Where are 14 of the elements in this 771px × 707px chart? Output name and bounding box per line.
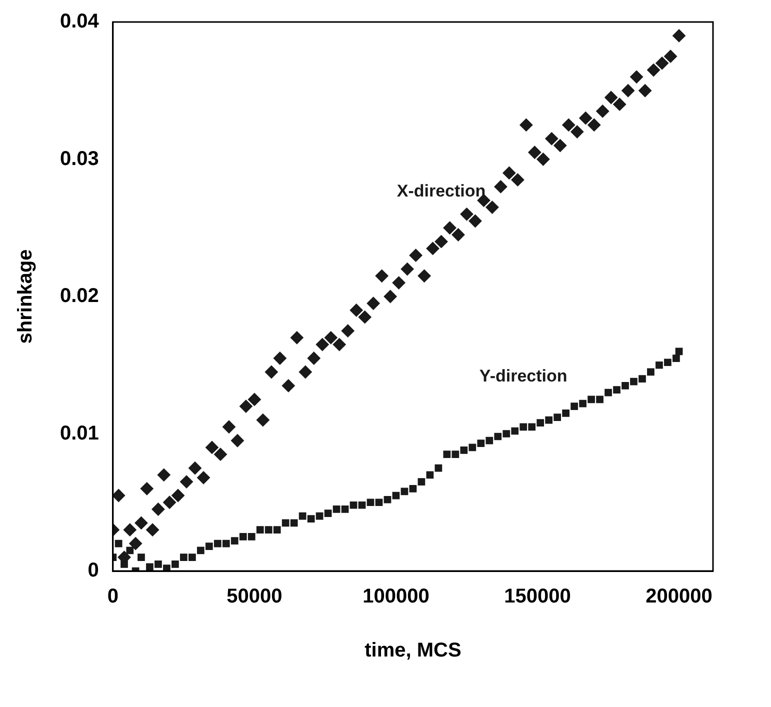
x-tick-label: 50000 bbox=[226, 586, 282, 608]
series-label: X-direction bbox=[396, 181, 486, 200]
x-tick-label: 0 bbox=[107, 586, 118, 608]
y-tick-label: 0.03 bbox=[60, 148, 99, 170]
y-tick-label: 0 bbox=[88, 560, 99, 582]
y-tick-label: 0.04 bbox=[60, 10, 100, 33]
y-tick-label: 0.02 bbox=[60, 285, 99, 308]
y-tick-label: 0.01 bbox=[60, 422, 99, 444]
y-axis-title: shrinkage bbox=[14, 249, 37, 344]
x-axis-title: time, MCS bbox=[364, 640, 462, 662]
x-tick-label: 100000 bbox=[362, 586, 430, 608]
x-tick-label: 200000 bbox=[646, 586, 712, 608]
x-tick-label: 150000 bbox=[504, 586, 571, 608]
series-label: Y-direction bbox=[479, 366, 568, 386]
